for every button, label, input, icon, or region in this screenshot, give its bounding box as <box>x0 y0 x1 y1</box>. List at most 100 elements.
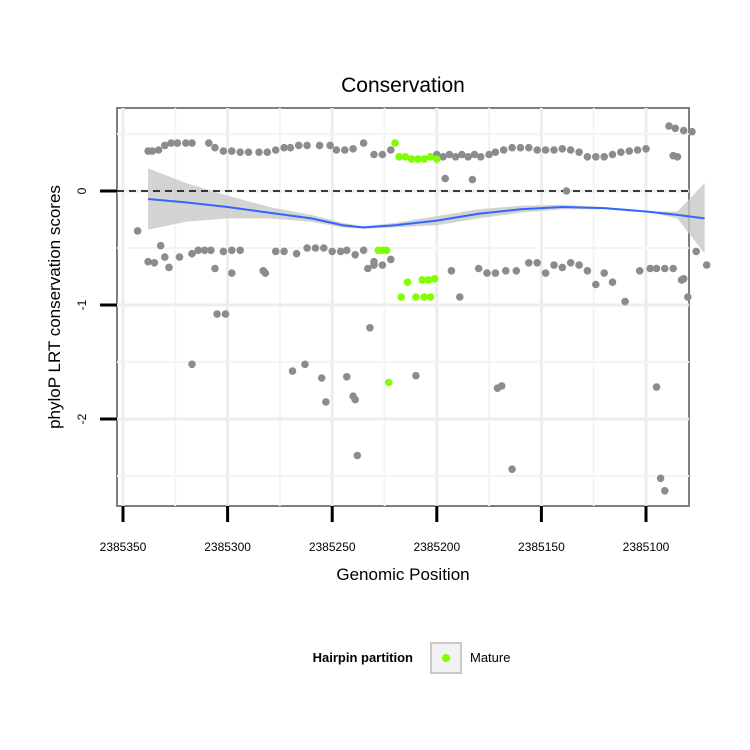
point-other <box>336 247 345 256</box>
point-other <box>378 261 387 269</box>
chart-title: Conservation <box>341 74 465 97</box>
point-other <box>412 371 420 380</box>
point-other <box>566 259 575 267</box>
x-tick-label: 2385350 <box>100 540 147 554</box>
point-other <box>468 175 477 184</box>
point-other <box>219 147 228 155</box>
point-other <box>684 293 692 301</box>
legend-title: Hairpin partition <box>313 650 413 665</box>
point-other <box>525 143 533 152</box>
point-other <box>665 122 673 130</box>
point-mature <box>395 153 403 161</box>
point-other <box>200 246 209 255</box>
grid-lines <box>117 108 689 506</box>
point-other <box>583 153 592 161</box>
point-other <box>292 249 301 258</box>
point-other <box>387 255 395 264</box>
y-tick-label: -1 <box>75 299 89 310</box>
point-other <box>608 150 617 159</box>
point-other <box>600 269 608 277</box>
point-other <box>702 261 711 269</box>
point-other <box>244 148 253 156</box>
point-other <box>575 148 583 156</box>
point-other <box>173 139 182 147</box>
data-points <box>133 122 711 495</box>
point-other <box>370 150 378 159</box>
point-other <box>228 246 236 255</box>
point-other <box>322 398 330 406</box>
y-tick-label: -2 <box>75 413 89 424</box>
point-other <box>182 139 190 147</box>
point-other <box>608 278 617 287</box>
point-other <box>474 264 483 273</box>
point-other <box>205 139 213 147</box>
point-other <box>550 146 558 154</box>
point-other <box>502 267 510 275</box>
point-other <box>161 253 169 261</box>
point-other <box>280 247 288 256</box>
point-other <box>661 264 669 273</box>
loess-line <box>148 198 705 229</box>
point-other <box>441 174 450 183</box>
point-other <box>583 267 592 275</box>
point-other <box>332 146 341 154</box>
point-other <box>133 227 142 235</box>
point-other <box>294 141 303 150</box>
point-mature <box>420 155 429 163</box>
point-other <box>188 139 196 147</box>
point-mature <box>414 155 422 163</box>
point-other <box>315 141 324 150</box>
point-other <box>144 257 152 266</box>
point-other <box>288 367 297 375</box>
point-other <box>600 153 608 161</box>
point-other <box>646 264 654 273</box>
point-other <box>692 247 700 256</box>
point-other <box>211 264 219 273</box>
point-other <box>349 145 357 153</box>
y-axis: 0 -1 -2 <box>75 187 117 424</box>
point-other <box>642 145 650 153</box>
point-other <box>271 247 280 256</box>
point-other <box>194 246 203 255</box>
point-mature <box>382 246 391 255</box>
point-other <box>359 139 368 147</box>
point-other <box>326 141 334 150</box>
point-other <box>491 148 500 156</box>
point-other <box>211 143 219 152</box>
point-other <box>476 153 485 161</box>
legend-key-dot <box>442 654 450 662</box>
x-axis-title: Genomic Position <box>336 565 469 584</box>
point-other <box>236 148 244 156</box>
point-other <box>541 269 550 277</box>
point-other <box>558 145 567 153</box>
point-other <box>351 395 360 404</box>
point-mature <box>412 293 420 301</box>
point-other <box>562 187 571 195</box>
point-other <box>150 259 159 267</box>
point-other <box>485 150 493 159</box>
point-mature <box>424 276 433 284</box>
point-other <box>451 153 460 161</box>
point-mature <box>430 275 439 283</box>
point-other <box>669 264 677 273</box>
point-other <box>525 259 533 267</box>
point-mature <box>426 293 435 301</box>
point-other <box>508 465 516 474</box>
point-mature <box>384 378 393 387</box>
point-other <box>464 153 473 161</box>
point-other <box>366 324 374 332</box>
point-other <box>167 139 175 147</box>
point-other <box>343 246 351 255</box>
point-other <box>378 150 387 159</box>
point-other <box>499 146 508 154</box>
point-other <box>512 267 521 275</box>
point-other <box>221 310 230 318</box>
point-other <box>633 146 642 154</box>
point-other <box>558 263 567 272</box>
point-other <box>271 146 280 154</box>
point-mature <box>391 139 399 147</box>
point-other <box>516 143 525 152</box>
point-other <box>491 269 500 277</box>
point-other <box>280 143 288 152</box>
point-other <box>236 246 244 255</box>
